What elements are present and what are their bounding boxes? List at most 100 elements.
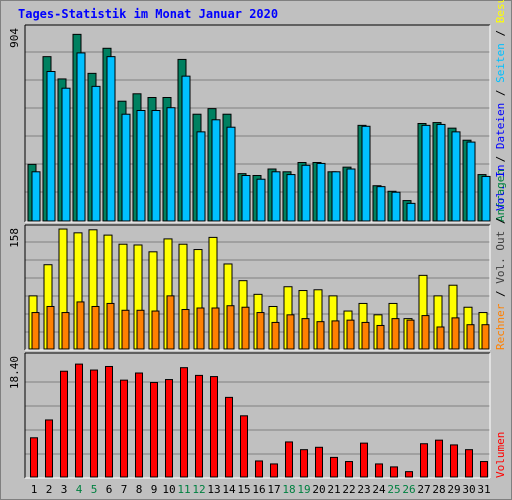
legend-entry: / bbox=[494, 23, 507, 43]
chart-title: Tages-Statistik im Monat Januar 2020 bbox=[18, 7, 279, 21]
x-tick-label: 26 bbox=[402, 483, 415, 496]
bar-rechner bbox=[241, 306, 250, 350]
legend-entry: / bbox=[494, 149, 507, 169]
x-tick-label: 22 bbox=[342, 483, 355, 496]
bar-volumen bbox=[450, 444, 458, 478]
x-tick-label: 18 bbox=[282, 483, 295, 496]
y-max-label: 904 bbox=[8, 28, 21, 48]
x-tick-label: 12 bbox=[192, 483, 205, 496]
bar-dateien bbox=[451, 131, 461, 222]
bar-dateien bbox=[466, 141, 476, 222]
bar-volumen bbox=[465, 449, 473, 478]
bar-dateien bbox=[106, 56, 116, 222]
bar-dateien bbox=[286, 174, 296, 222]
bar-volumen bbox=[180, 367, 188, 478]
bar-volumen bbox=[285, 441, 293, 478]
bar-rechner bbox=[331, 320, 340, 350]
bar-volumen bbox=[75, 363, 83, 478]
x-tick-label: 25 bbox=[387, 483, 400, 496]
bar-dateien bbox=[61, 87, 71, 222]
bar-rechner bbox=[346, 319, 355, 350]
bar-dateien bbox=[241, 175, 251, 222]
bar-volumen bbox=[135, 372, 143, 478]
bar-dateien bbox=[316, 162, 326, 222]
bar-dateien bbox=[361, 125, 371, 222]
bar-volumen bbox=[255, 460, 263, 478]
bar-dateien bbox=[271, 171, 281, 222]
bar-volumen bbox=[405, 471, 413, 478]
x-tick-label: 5 bbox=[91, 483, 98, 496]
bar-rechner bbox=[136, 309, 145, 350]
x-tick-label: 27 bbox=[417, 483, 430, 496]
bar-dateien bbox=[46, 71, 56, 222]
bar-dateien bbox=[226, 126, 236, 222]
x-tick-label: 2 bbox=[46, 483, 53, 496]
x-tick-label: 3 bbox=[61, 483, 68, 496]
x-tick-label: 19 bbox=[297, 483, 310, 496]
bar-dateien bbox=[436, 123, 446, 222]
x-tick-label: 30 bbox=[462, 483, 475, 496]
bar-dateien bbox=[91, 85, 101, 222]
bar-rechner bbox=[46, 305, 55, 350]
bar-volumen bbox=[390, 466, 398, 478]
bar-volumen bbox=[225, 396, 233, 478]
x-tick-label: 24 bbox=[372, 483, 386, 496]
x-axis-labels: 1 2 3 4 5 6 7 8 9 10 11 12 13 14 15 16 17 18 19 20 21 22 23 24 2… bbox=[31, 483, 491, 496]
bar-rechner bbox=[376, 324, 385, 350]
bar-dateien bbox=[196, 131, 206, 222]
bar-dateien bbox=[76, 52, 86, 222]
legend-entry: Vol. Out bbox=[494, 231, 507, 284]
bar-volumen bbox=[480, 461, 488, 478]
y-max-label: 158 bbox=[8, 228, 21, 248]
y-max-label: 18.40 bbox=[8, 356, 21, 389]
x-tick-label: 28 bbox=[432, 483, 445, 496]
panel-visits: 158 Rechner / Vol. Out / Vol. In bbox=[8, 165, 507, 351]
bar-rechner bbox=[76, 301, 85, 350]
x-tick-label: 29 bbox=[447, 483, 460, 496]
bar-volumen bbox=[375, 463, 383, 478]
bar-dateien bbox=[256, 178, 266, 222]
legend-entry: / bbox=[494, 211, 507, 231]
bar-rechner bbox=[196, 307, 205, 350]
legend-entry: Volumen bbox=[494, 432, 507, 478]
bar-volumen bbox=[195, 374, 203, 478]
bar-rechner bbox=[301, 318, 310, 350]
bar-rechner bbox=[436, 326, 445, 350]
x-tick-label: 10 bbox=[162, 483, 175, 496]
bar-volumen bbox=[105, 365, 113, 478]
bar-dateien bbox=[181, 75, 191, 222]
bar-rechner bbox=[466, 324, 475, 350]
bar-dateien bbox=[346, 168, 356, 222]
bar-volumen bbox=[420, 443, 428, 478]
legend-entry: / bbox=[494, 83, 507, 103]
bar-volumen bbox=[240, 415, 248, 478]
bar-rechner bbox=[256, 312, 265, 350]
bar-dateien bbox=[406, 202, 416, 222]
legend-entry: Vol. In bbox=[494, 165, 507, 211]
bar-volumen bbox=[300, 449, 308, 478]
plot-area bbox=[25, 353, 490, 478]
legend-entry: Seiten bbox=[494, 43, 507, 83]
x-tick-label: 20 bbox=[312, 483, 325, 496]
bar-dateien bbox=[151, 110, 161, 222]
bar-dateien bbox=[421, 124, 431, 222]
bar-volumen bbox=[90, 369, 98, 478]
bar-rechner bbox=[106, 302, 115, 350]
x-tick-label: 4 bbox=[76, 483, 83, 496]
bar-volumen bbox=[150, 382, 158, 478]
x-tick-label: 8 bbox=[136, 483, 143, 496]
bar-rechner bbox=[121, 309, 130, 350]
bar-dateien bbox=[331, 171, 341, 222]
x-tick-label: 6 bbox=[106, 483, 113, 496]
bar-volumen bbox=[60, 370, 68, 478]
legend-entry: Anfragen bbox=[494, 169, 507, 222]
x-tick-label: 7 bbox=[121, 483, 128, 496]
bar-dateien bbox=[481, 175, 491, 222]
bar-dateien bbox=[391, 191, 401, 222]
bar-volumen bbox=[330, 456, 338, 478]
legend-entry: Rechner bbox=[494, 303, 507, 350]
bar-volumen bbox=[435, 439, 443, 478]
x-tick-label: 16 bbox=[252, 483, 265, 496]
legend-entry: / bbox=[494, 284, 507, 304]
